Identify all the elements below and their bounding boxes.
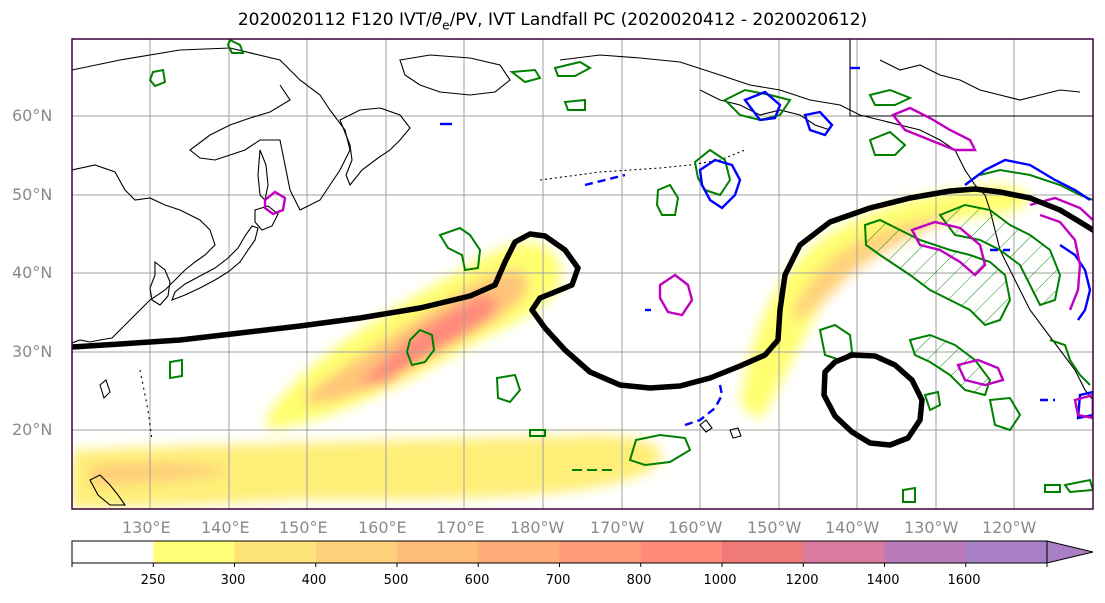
lat-label-60n: 60°N <box>12 106 53 125</box>
coast-alaska-bay <box>699 89 831 131</box>
coast-kamchatka <box>339 107 411 187</box>
colorbar-tick-700: 700 <box>545 573 571 588</box>
colorbar-tick-500: 500 <box>383 573 409 588</box>
colorbar-tick-1400: 1400 <box>866 573 900 588</box>
lat-label-20n: 20°N <box>12 420 53 439</box>
coast-siberia <box>72 47 351 211</box>
coast-hawaii <box>699 419 742 439</box>
colorbar-tick-600: 600 <box>464 573 490 588</box>
colorbar-tick-1600: 1600 <box>947 573 981 588</box>
chart-title: 2020020112 F120 IVT/θe/PV, IVT Landfall … <box>237 10 868 33</box>
pv-contours-blue <box>440 66 1093 427</box>
colorbar-segment <box>640 541 723 563</box>
coast-hokkaido <box>254 205 279 231</box>
colorbar-segment <box>884 541 967 563</box>
colorbar-tick-300: 300 <box>220 573 246 588</box>
map-frame <box>71 38 1094 510</box>
lon-label-150w: 150°W <box>747 518 802 537</box>
coast-asia <box>72 164 216 344</box>
jet-cutoff <box>821 352 925 448</box>
coast-inland <box>879 59 1081 101</box>
ivt-plume-south <box>72 435 662 508</box>
pv-contours-magenta <box>263 106 1093 420</box>
colorbar-tick-1000: 1000 <box>703 573 737 588</box>
jet-contour <box>72 186 1093 448</box>
lat-label-30n: 30°N <box>12 342 53 361</box>
lon-label-140e: 140°E <box>201 518 250 537</box>
lon-label-170e: 170°E <box>436 518 485 537</box>
colorbar-segment <box>803 541 885 563</box>
colorbar-segment <box>397 541 479 563</box>
lon-label-130w: 130°W <box>904 518 959 537</box>
colorbar-segment <box>965 541 1048 563</box>
coast-aleutians <box>539 149 746 181</box>
coast-japan <box>171 225 259 301</box>
coast-philippines <box>89 474 127 506</box>
lon-label-160w: 160°W <box>668 518 723 537</box>
colorbar-segment <box>234 541 317 563</box>
colorbar-segment <box>315 541 398 563</box>
lon-label-140w: 140°W <box>825 518 880 537</box>
coast-chukotka <box>399 54 511 96</box>
ivt-plume-south-core <box>90 462 230 485</box>
lon-label-150e: 150°E <box>279 518 328 537</box>
lon-label-170w: 170°W <box>590 518 645 537</box>
colorbar-segment <box>72 541 154 563</box>
lon-label-130e: 130°E <box>122 518 171 537</box>
lon-label-160e: 160°E <box>358 518 407 537</box>
colorbar-tick-800: 800 <box>626 573 652 588</box>
colorbar-extend-arrow <box>1046 540 1094 564</box>
ivt-plume-west-max <box>360 296 498 385</box>
colorbar-segment <box>153 541 235 563</box>
colorbar <box>71 540 1094 567</box>
colorbar-tick-400: 400 <box>301 573 327 588</box>
coast-taiwan <box>99 379 111 400</box>
colorbar-tick-1200: 1200 <box>785 573 819 588</box>
jet-main <box>72 186 1093 391</box>
theta-e-hatch <box>865 205 1060 395</box>
colorbar-segment <box>478 541 560 563</box>
lat-label-40n: 40°N <box>12 263 53 282</box>
coast-canada-border <box>849 39 1093 117</box>
coast-sakhalin <box>257 149 269 202</box>
colorbar-segment <box>722 541 804 563</box>
lon-label-180w: 180°W <box>510 518 565 537</box>
lat-label-50n: 50°N <box>12 185 53 204</box>
colorbar-segment <box>559 541 642 563</box>
coast-korea <box>149 260 171 306</box>
colorbar-tick-250: 250 <box>140 573 166 588</box>
lon-label-120w: 120°W <box>982 518 1037 537</box>
